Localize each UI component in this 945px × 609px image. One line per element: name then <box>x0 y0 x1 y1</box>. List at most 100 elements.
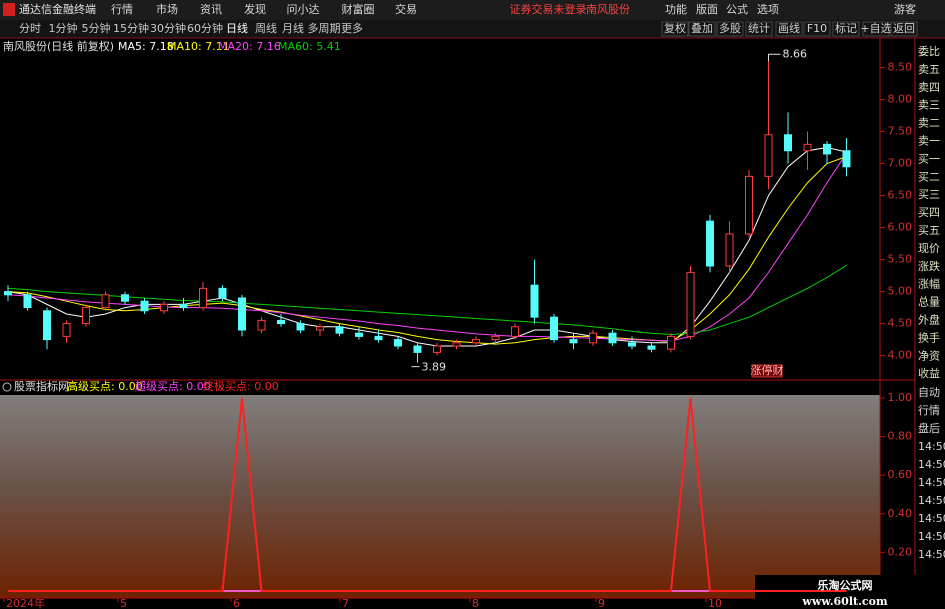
menu-bar <box>0 0 945 20</box>
date-label: 7 <box>342 597 349 609</box>
side-label: 涨跌 <box>918 259 940 273</box>
menu-item[interactable]: 发现 <box>244 2 266 16</box>
menu-item[interactable]: 市场 <box>156 2 178 16</box>
action-button[interactable] <box>832 21 860 37</box>
candle-body <box>82 307 90 325</box>
action-label[interactable]: 多股 <box>719 21 741 35</box>
login-notice[interactable]: 证券交易未登录 <box>510 2 587 16</box>
candle-body <box>62 323 71 337</box>
ma-line <box>7 153 847 342</box>
side-label: 换手 <box>918 330 940 344</box>
high-pointer <box>768 53 781 62</box>
legend-entry: MA20: 7.16 <box>218 40 281 53</box>
candle-body <box>472 339 480 344</box>
y-tick-label: 6.00 <box>888 221 913 234</box>
period-tab[interactable]: 日线 <box>226 21 248 35</box>
period-tab[interactable]: 多周期 <box>308 21 341 35</box>
date-label: 5 <box>120 597 127 609</box>
action-label[interactable]: +自选 <box>860 22 891 35</box>
candle-body <box>316 326 324 331</box>
candle-body <box>277 319 285 325</box>
legend-entry: 超级买点: 0.00 <box>135 379 211 393</box>
menu-item[interactable]: 财富圈 <box>342 2 375 16</box>
period-tab[interactable]: 1分钟 <box>49 21 78 35</box>
date-label: 2024年 <box>6 596 45 609</box>
action-label[interactable]: 画线 <box>778 21 800 35</box>
candle-body <box>647 345 656 350</box>
action-button[interactable] <box>688 21 716 37</box>
action-button[interactable] <box>775 21 803 37</box>
date-label: 6 <box>233 597 240 609</box>
action-label[interactable]: 返回 <box>893 22 915 35</box>
period-tab[interactable]: 月线 <box>282 21 304 35</box>
action-label[interactable]: 标记 <box>835 21 857 35</box>
action-button[interactable] <box>803 21 831 37</box>
candle-body <box>4 291 12 296</box>
side-label: 14:50 <box>918 548 945 561</box>
menu-item[interactable]: 行情 <box>111 3 133 16</box>
action-button[interactable] <box>745 21 773 37</box>
side-label: 买四 <box>918 206 940 219</box>
side-label: 盘后 <box>918 421 940 435</box>
legend-entry: 高级买点: 0.00 <box>67 379 143 393</box>
candle-body <box>238 297 246 331</box>
side-label: 行情 <box>918 404 940 417</box>
side-label: 自动 <box>918 386 940 399</box>
side-label: 买一 <box>918 152 940 165</box>
period-tab[interactable]: 5分钟 <box>82 21 111 35</box>
tag-box <box>751 364 783 378</box>
action-button[interactable] <box>890 21 918 37</box>
side-label: 14:50 <box>918 530 945 543</box>
side-label: 净资 <box>918 348 940 362</box>
action-button[interactable] <box>862 21 890 37</box>
candle-body <box>803 143 812 152</box>
indicator-header <box>0 380 880 395</box>
menu-tool[interactable]: 公式 <box>726 3 748 16</box>
candle-body <box>686 271 695 337</box>
action-button[interactable] <box>661 21 689 37</box>
side-label: 买三 <box>918 188 940 201</box>
y-tick-label: 1.00 <box>888 391 913 404</box>
user[interactable]: 游客 <box>894 2 916 16</box>
action-label[interactable]: F10 <box>807 22 827 35</box>
side-label: 收益 <box>918 366 940 380</box>
candle-body <box>296 323 305 331</box>
y-tick-label: 8.00 <box>888 93 913 106</box>
period-tab[interactable]: 分时 <box>19 22 41 35</box>
period-tab[interactable]: 60分钟 <box>187 21 223 35</box>
indicator-icon <box>2 382 12 392</box>
y-tick-label: 5.50 <box>888 253 913 266</box>
action-label[interactable]: 统计 <box>748 22 770 35</box>
candle-body <box>355 332 363 337</box>
period-tab[interactable]: 周线 <box>255 21 277 35</box>
app-name: 通达信金融终端 <box>19 2 96 16</box>
y-tick-label: 7.50 <box>888 125 913 138</box>
tag-label: 涨停财 <box>751 363 784 377</box>
stock-name[interactable]: 南风股份 <box>586 3 630 16</box>
period-tab[interactable]: 30分钟 <box>150 21 186 35</box>
menu-tool[interactable]: 功能 <box>665 2 687 16</box>
menu-tool[interactable]: 选项 <box>757 3 779 16</box>
date-label: 10 <box>708 597 722 609</box>
menu-item[interactable]: 交易 <box>395 2 417 16</box>
candle-body <box>491 335 500 341</box>
y-tick-label: 6.50 <box>888 189 913 202</box>
high-label: 8.66 <box>783 47 808 60</box>
menu-tool[interactable]: 版面 <box>696 2 718 16</box>
action-label[interactable]: 叠加 <box>691 22 713 35</box>
y-tick-label: 4.00 <box>888 349 913 362</box>
period-tab[interactable]: 15分钟 <box>113 21 149 35</box>
candle-body <box>335 326 344 334</box>
candle-body <box>608 332 617 344</box>
menu-item[interactable]: 问小达 <box>287 3 320 16</box>
y-tick-label: 8.50 <box>888 61 913 74</box>
menu-item[interactable]: 资讯 <box>200 3 222 16</box>
period-tab[interactable]: 更多 <box>341 21 363 35</box>
action-button[interactable] <box>716 21 744 37</box>
y-tick-label: 7.00 <box>888 157 913 170</box>
y-tick-label: 5.00 <box>888 285 913 298</box>
ma-line <box>7 156 847 345</box>
watermark-url: www.60lt.com <box>801 595 888 608</box>
action-label[interactable]: 复权 <box>664 21 686 35</box>
